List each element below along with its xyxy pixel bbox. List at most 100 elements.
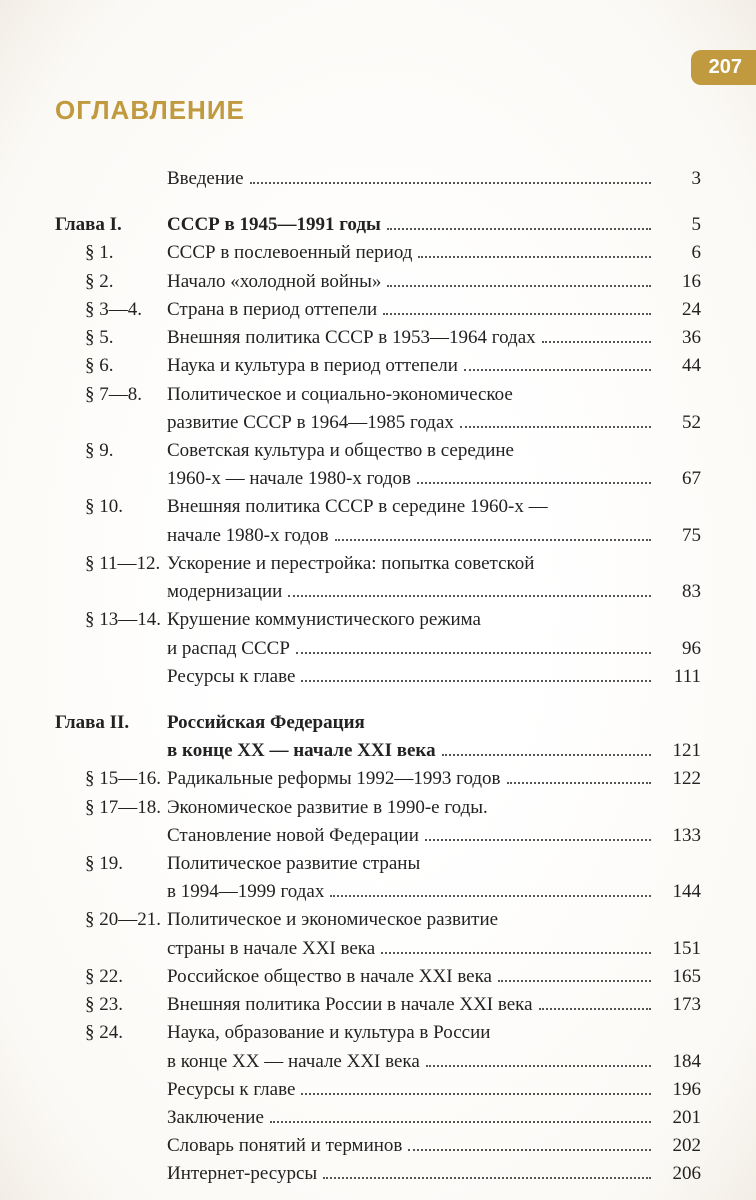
toc-title: Внешняя политика СССР в 1953—1964 годах	[167, 325, 536, 351]
toc-entry: § 3—4.Страна в период оттепели24	[55, 297, 701, 323]
toc-entry: Интернет-ресурсы 206	[55, 1161, 701, 1187]
toc-page: 165	[657, 964, 701, 990]
toc-entry-continuation: 1960-х — начале 1980-х годов67	[55, 466, 701, 492]
toc-title: Политическое развитие страны	[167, 851, 420, 877]
toc-entry: § 7—8.Политическое и социально-экономиче…	[55, 382, 701, 408]
toc-entry: § 2.Начало «холодной войны»16	[55, 269, 701, 295]
toc-page: 36	[657, 325, 701, 351]
leader-dots	[288, 580, 651, 597]
chapter-label: Глава II.	[55, 712, 129, 733]
leader-dots	[301, 1078, 651, 1095]
toc-title: Советская культура и общество в середине	[167, 438, 514, 464]
toc-page: 144	[657, 879, 701, 905]
page-number-tab: 207	[691, 50, 756, 85]
toc-entry-continuation: развитие СССР в 1964—1985 годах52	[55, 410, 701, 436]
toc-title: Политическое и социально-экономическое	[167, 382, 513, 408]
page-number: 207	[709, 56, 742, 78]
toc-page: 202	[657, 1133, 701, 1159]
toc-chapter-2-cont: в конце XX — начале XXI века 121	[55, 738, 701, 764]
toc-entry: § 13—14.Крушение коммунистического режим…	[55, 607, 701, 633]
leader-dots	[498, 965, 651, 982]
toc-entry: Заключение 201	[55, 1105, 701, 1131]
toc-entry-continuation: начале 1980-х годов75	[55, 523, 701, 549]
toc-title: Интернет-ресурсы	[167, 1161, 317, 1187]
toc-section-label: § 23.	[55, 992, 167, 1018]
toc-page: 111	[657, 664, 701, 690]
leader-dots	[383, 298, 651, 315]
chapter-title-line2: в конце XX — начале XXI века	[167, 738, 436, 764]
toc-title: Ресурсы к главе	[167, 1077, 295, 1103]
toc-entry-intro: Введение 3	[55, 166, 701, 192]
toc-title-cont: страны в начале XXI века	[167, 936, 375, 962]
leader-dots	[387, 213, 651, 230]
page-title: ОГЛАВЛЕНИЕ	[55, 95, 701, 126]
toc-page: 96	[657, 636, 701, 662]
toc-title: Наука, образование и культура в России	[167, 1020, 490, 1046]
toc-page: 83	[657, 579, 701, 605]
toc-page: 133	[657, 823, 701, 849]
toc-page: 184	[657, 1049, 701, 1075]
toc-entry-continuation: Становление новой Федерации 133	[55, 823, 701, 849]
toc-entry-resources: Ресурсы к главе 111	[55, 664, 701, 690]
toc-section-label: § 9.	[55, 438, 167, 464]
toc-entry: § 22.Российское общество в начале XXI ве…	[55, 964, 701, 990]
toc-title: Ускорение и перестройка: попытка советск…	[167, 551, 534, 577]
toc-section-label: § 17—18.	[55, 795, 167, 821]
toc-page: 5	[657, 212, 701, 238]
chapter-title: СССР в 1945—1991 годы	[167, 212, 381, 238]
leader-dots	[381, 937, 651, 954]
toc-title-cont: модернизации	[167, 579, 282, 605]
page-content: 207 ОГЛАВЛЕНИЕ Введение 3 Глава I. СССР …	[0, 0, 756, 1200]
toc-page: 24	[657, 297, 701, 323]
toc-section-label: § 24.	[55, 1020, 167, 1046]
leader-dots	[460, 411, 651, 428]
toc-page: 44	[657, 353, 701, 379]
toc-entry: § 24.Наука, образование и культура в Рос…	[55, 1020, 701, 1046]
toc-entry-continuation: в 1994—1999 годах 144	[55, 879, 701, 905]
toc-title: Начало «холодной войны»	[167, 269, 381, 295]
toc-page: 206	[657, 1161, 701, 1187]
toc-title-cont: и распад СССР	[167, 636, 290, 662]
toc-entry: § 9.Советская культура и общество в сере…	[55, 438, 701, 464]
toc-title: Экономическое развитие в 1990-е годы.	[167, 795, 488, 821]
toc-title-cont: в 1994—1999 годах	[167, 879, 324, 905]
toc-entry: § 23.Внешняя политика России в начале XX…	[55, 992, 701, 1018]
toc-page: 122	[657, 766, 701, 792]
toc-entry: Ресурсы к главе196	[55, 1077, 701, 1103]
toc-entry: § 5.Внешняя политика СССР в 1953—1964 го…	[55, 325, 701, 351]
toc-section-label: § 11—12.	[55, 551, 167, 577]
leader-dots	[442, 739, 651, 756]
toc-title-cont: Становление новой Федерации	[167, 823, 419, 849]
toc-title: Российское общество в начале XXI века	[167, 964, 492, 990]
toc-title: Заключение	[167, 1105, 264, 1131]
toc-title-cont: начале 1980-х годов	[167, 523, 329, 549]
table-of-contents: Введение 3 Глава I. СССР в 1945—1991 год…	[55, 166, 701, 1188]
toc-section-label: § 19.	[55, 851, 167, 877]
toc-page: 16	[657, 269, 701, 295]
toc-page: 151	[657, 936, 701, 962]
toc-title-cont: развитие СССР в 1964—1985 годах	[167, 410, 454, 436]
toc-page: 201	[657, 1105, 701, 1131]
toc-section-label: § 20—21.	[55, 907, 167, 933]
leader-dots	[539, 993, 651, 1010]
leader-dots	[330, 880, 651, 897]
toc-page: 121	[657, 738, 701, 764]
leader-dots	[542, 326, 651, 343]
toc-title: Ресурсы к главе	[167, 664, 295, 690]
toc-entry-continuation: страны в начале XXI века 151	[55, 936, 701, 962]
toc-section-label: § 7—8.	[55, 382, 167, 408]
leader-dots	[408, 1134, 651, 1151]
toc-page: 67	[657, 466, 701, 492]
toc-entry: § 1.СССР в послевоенный период6	[55, 240, 701, 266]
toc-section-label: § 13—14.	[55, 607, 167, 633]
toc-entry: § 11—12.Ускорение и перестройка: попытка…	[55, 551, 701, 577]
toc-entry-continuation: в конце XX — начале XXI века184	[55, 1049, 701, 1075]
leader-dots	[323, 1162, 651, 1179]
toc-title: Внешняя политика России в начале XXI век…	[167, 992, 533, 1018]
toc-entry: § 15—16.Радикальные реформы 1992—1993 го…	[55, 766, 701, 792]
chapter-title-line1: Российская Федерация	[167, 710, 365, 736]
toc-page: 6	[657, 240, 701, 266]
toc-entry: Словарь понятий и терминов202	[55, 1133, 701, 1159]
toc-section-label: § 1.	[55, 240, 167, 266]
toc-chapter-1: Глава I. СССР в 1945—1991 годы 5	[55, 212, 701, 238]
